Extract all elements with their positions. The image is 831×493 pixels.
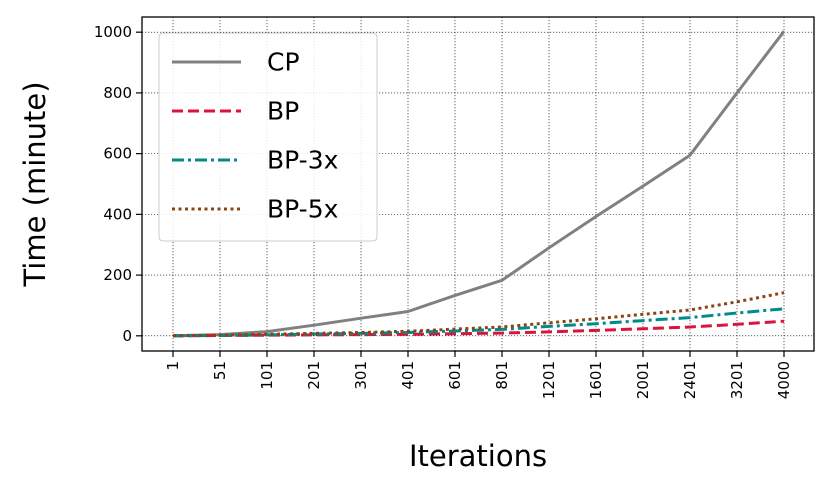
legend-label-bp-5x: BP-5x [267, 195, 338, 224]
x-tick-label: 1601 [587, 361, 605, 399]
series-line-bp-3x [172, 307, 785, 338]
legend: CP BP BP-3x BP-5x [158, 32, 378, 242]
y-tick-label: 200 [103, 266, 132, 284]
x-tick-label: 1201 [540, 361, 558, 399]
x-tick-label: 201 [305, 361, 323, 390]
y-axis-title: Time (minute) [18, 81, 52, 287]
x-tick-label: 301 [352, 361, 370, 390]
x-tick-label: 101 [258, 361, 276, 390]
legend-label-bp: BP [267, 97, 299, 126]
y-tick-label: 600 [103, 145, 132, 163]
y-tick-label: 400 [103, 205, 132, 223]
x-tick-label: 3201 [728, 361, 746, 399]
x-tick-label: 601 [446, 361, 464, 390]
y-tick-label: 0 [122, 327, 132, 345]
y-tick-label: 1000 [94, 23, 132, 41]
x-axis-title: Iterations [409, 439, 547, 473]
series-line-cp [172, 30, 786, 338]
x-tick-label: 51 [211, 361, 229, 380]
y-tick-label: 800 [103, 84, 132, 102]
x-tick-label: 401 [399, 361, 417, 390]
x-tick-label: 1 [164, 361, 182, 371]
legend-label-cp: CP [267, 48, 300, 77]
plot-frame [141, 16, 815, 352]
x-tick-label: 801 [493, 361, 511, 390]
y-axis: 0 200 400 600 800 1000 [94, 23, 142, 345]
legend-box [158, 32, 378, 242]
x-tick-label: 4000 [775, 361, 793, 399]
x-tick-label: 2401 [681, 361, 699, 399]
x-axis: 1 51 101 201 301 401 601 801 1201 1601 2001 2401 320… [164, 351, 793, 399]
series-layer [172, 30, 786, 338]
series-line-bp-5x [172, 291, 785, 338]
x-tick-label: 2001 [634, 361, 652, 399]
legend-label-bp-3x: BP-3x [267, 146, 338, 175]
